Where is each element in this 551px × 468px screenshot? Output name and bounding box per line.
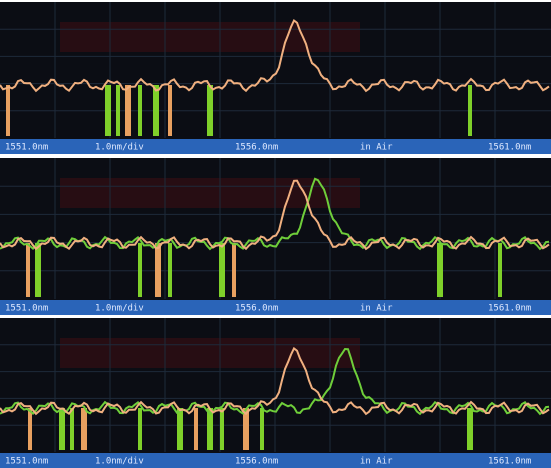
- status-label: 1.0nm/div: [95, 457, 144, 467]
- status-label: 1551.0nm: [5, 304, 48, 314]
- status-label: in Air: [360, 457, 393, 467]
- status-label: in Air: [360, 143, 393, 153]
- status-label: 1561.0nm: [488, 457, 531, 467]
- spectrum-trace: [0, 18, 550, 93]
- screen-panel: 1551.0nm 1.0nm/div 1556.0nm in Air 1561.0nm: [0, 158, 551, 315]
- status-label: 1551.0nm: [5, 143, 48, 153]
- status-label: 1551.0nm: [5, 457, 48, 467]
- status-label: 1.0nm/div: [95, 304, 144, 314]
- status-label: in Air: [360, 304, 393, 314]
- screen-panel: 1551.0nm 1.0nm/div 1556.0nm in Air 1561.0nm: [0, 318, 551, 468]
- spectrum-trace: [0, 346, 550, 416]
- status-label: 1556.0nm: [235, 457, 278, 467]
- screen-glow: [60, 178, 360, 208]
- screen-glow: [60, 22, 360, 52]
- status-label: 1556.0nm: [235, 304, 278, 314]
- status-label: 1.0nm/div: [95, 143, 144, 153]
- status-label: 1561.0nm: [488, 304, 531, 314]
- status-label: 1561.0nm: [488, 143, 531, 153]
- status-bar: [0, 139, 551, 154]
- screen-glow: [60, 338, 360, 368]
- status-label: 1556.0nm: [235, 143, 278, 153]
- status-bar: [0, 453, 551, 468]
- status-bar: [0, 300, 551, 315]
- spectrum-trace: [0, 179, 550, 251]
- screen-panel: 1551.0nm 1.0nm/div 1556.0nm in Air 1561.0nm: [0, 2, 551, 154]
